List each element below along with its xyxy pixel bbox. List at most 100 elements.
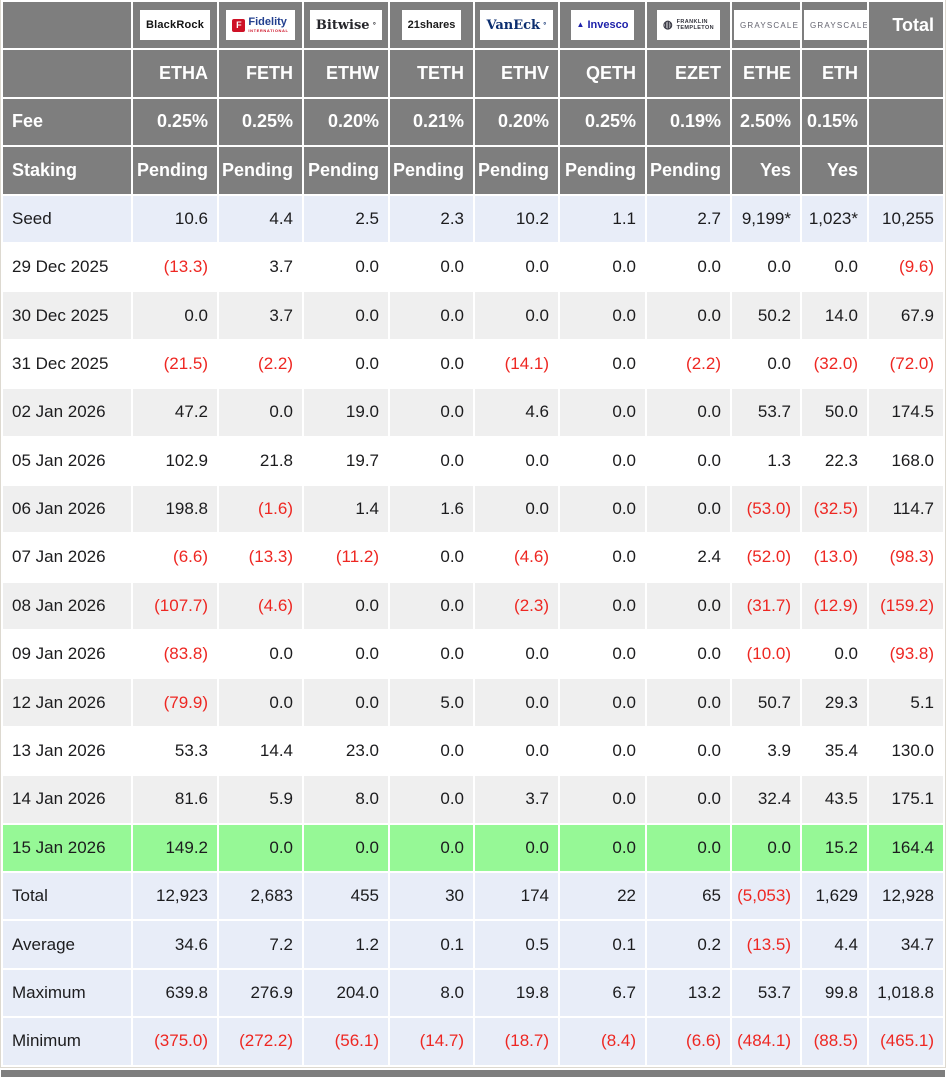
- value-cell: 1.3: [732, 437, 800, 484]
- value-cell: 1.4: [304, 485, 388, 533]
- value-cell: 50.0: [802, 389, 867, 436]
- value-cell: 5.0: [390, 679, 473, 726]
- grayscale-logo: GRAYSCALE: [734, 10, 800, 41]
- value-cell: 1.6: [390, 485, 473, 533]
- row-label: Average: [3, 921, 131, 968]
- value-cell: 0.0: [304, 340, 388, 388]
- value-cell: 455: [304, 873, 388, 920]
- value-cell: (2.3): [475, 582, 558, 630]
- bitwise-logo: Bitwise °: [309, 10, 383, 41]
- ticker-total-blank: [869, 50, 943, 97]
- value-cell: 4.4: [219, 195, 302, 242]
- value-cell: 204.0: [304, 969, 388, 1017]
- value-cell: 3.7: [219, 243, 302, 291]
- fee-cell: 2.50%: [732, 98, 800, 146]
- value-cell: 0.0: [475, 679, 558, 726]
- value-cell: 0.0: [732, 824, 800, 872]
- value-cell: (2.2): [647, 340, 730, 388]
- value-cell: (13.3): [219, 534, 302, 581]
- value-cell: 0.5: [475, 921, 558, 968]
- value-cell: 4.6: [475, 389, 558, 436]
- value-cell: 34.7: [869, 921, 943, 968]
- value-cell: 0.0: [390, 243, 473, 291]
- table-row: 15 Jan 2026 149.2 0.0 0.0 0.0 0.0 0.0 0.0 0.0 15.…: [3, 824, 943, 872]
- value-cell: (32.0): [802, 340, 867, 388]
- table-row: 06 Jan 2026 198.8 (1.6) 1.4 1.6 0.0 0.0 0.0 (53.…: [3, 485, 943, 533]
- value-cell: 8.0: [390, 969, 473, 1017]
- value-cell: (13.5): [732, 921, 800, 968]
- value-cell: 0.0: [475, 631, 558, 678]
- value-cell: 175.1: [869, 776, 943, 823]
- value-cell: 0.0: [390, 727, 473, 775]
- value-cell: 19.8: [475, 969, 558, 1017]
- fee-cell: 0.20%: [475, 98, 558, 146]
- value-cell: 0.0: [390, 389, 473, 436]
- ticker-row-label: [3, 50, 131, 97]
- value-cell: 19.7: [304, 437, 388, 484]
- row-label: 31 Dec 2025: [3, 340, 131, 388]
- value-cell: 50.2: [732, 292, 800, 339]
- value-cell: 130.0: [869, 727, 943, 775]
- logo-text: Invesco: [587, 19, 629, 32]
- row-label: 06 Jan 2026: [3, 485, 131, 533]
- row-label: 02 Jan 2026: [3, 389, 131, 436]
- value-cell: (10.0): [732, 631, 800, 678]
- value-cell: 0.0: [475, 292, 558, 339]
- value-cell: 0.1: [560, 921, 645, 968]
- fee-cell: 0.15%: [802, 98, 867, 146]
- value-cell: (272.2): [219, 1018, 302, 1065]
- value-cell: (21.5): [133, 340, 217, 388]
- fee-cell: 0.21%: [390, 98, 473, 146]
- value-cell: 30: [390, 873, 473, 920]
- row-label: 09 Jan 2026: [3, 631, 131, 678]
- value-cell: 13.2: [647, 969, 730, 1017]
- value-cell: 0.0: [802, 243, 867, 291]
- value-cell: 0.0: [560, 292, 645, 339]
- value-cell: 2.7: [647, 195, 730, 242]
- staking-row: Staking Pending Pending Pending Pending Pendi…: [3, 147, 943, 194]
- value-cell: 0.0: [560, 389, 645, 436]
- value-cell: 35.4: [802, 727, 867, 775]
- value-cell: 0.0: [304, 631, 388, 678]
- value-cell: 0.0: [219, 679, 302, 726]
- row-label: 05 Jan 2026: [3, 437, 131, 484]
- staking-row-label: Staking: [3, 147, 131, 194]
- staking-cell: Pending: [219, 147, 302, 194]
- value-cell: 0.0: [219, 389, 302, 436]
- value-cell: (52.0): [732, 534, 800, 581]
- value-cell: 15.2: [802, 824, 867, 872]
- value-cell: 0.0: [475, 437, 558, 484]
- staking-cell: Yes: [802, 147, 867, 194]
- value-cell: 34.6: [133, 921, 217, 968]
- value-cell: 0.0: [390, 776, 473, 823]
- value-cell: 102.9: [133, 437, 217, 484]
- value-cell: 67.9: [869, 292, 943, 339]
- value-cell: 0.2: [647, 921, 730, 968]
- value-cell: 0.0: [475, 824, 558, 872]
- row-label: Minimum: [3, 1018, 131, 1065]
- vaneck-logo: VanEck °: [480, 10, 553, 41]
- value-cell: (8.4): [560, 1018, 645, 1065]
- fee-cell: 0.20%: [304, 98, 388, 146]
- value-cell: 1.1: [560, 195, 645, 242]
- value-cell: 0.0: [219, 631, 302, 678]
- value-cell: 3.9: [732, 727, 800, 775]
- value-cell: 81.6: [133, 776, 217, 823]
- value-cell: 0.0: [647, 727, 730, 775]
- value-cell: 0.0: [390, 340, 473, 388]
- value-cell: 0.0: [304, 582, 388, 630]
- value-cell: 0.0: [560, 485, 645, 533]
- value-cell: 3.7: [219, 292, 302, 339]
- value-cell: 12,923: [133, 873, 217, 920]
- value-cell: 164.4: [869, 824, 943, 872]
- fidelity-f-icon: F: [232, 18, 246, 32]
- row-label: 30 Dec 2025: [3, 292, 131, 339]
- corner-cell: [3, 2, 131, 49]
- logo-subtext: INTERNATIONAL: [248, 28, 289, 34]
- fee-row: Fee 0.25% 0.25% 0.20% 0.21% 0.20% 0.25% 0.19% 2.…: [3, 98, 943, 146]
- value-cell: (4.6): [475, 534, 558, 581]
- value-cell: (32.5): [802, 485, 867, 533]
- fee-cell: 0.19%: [647, 98, 730, 146]
- ticker-cell: FETH: [219, 50, 302, 97]
